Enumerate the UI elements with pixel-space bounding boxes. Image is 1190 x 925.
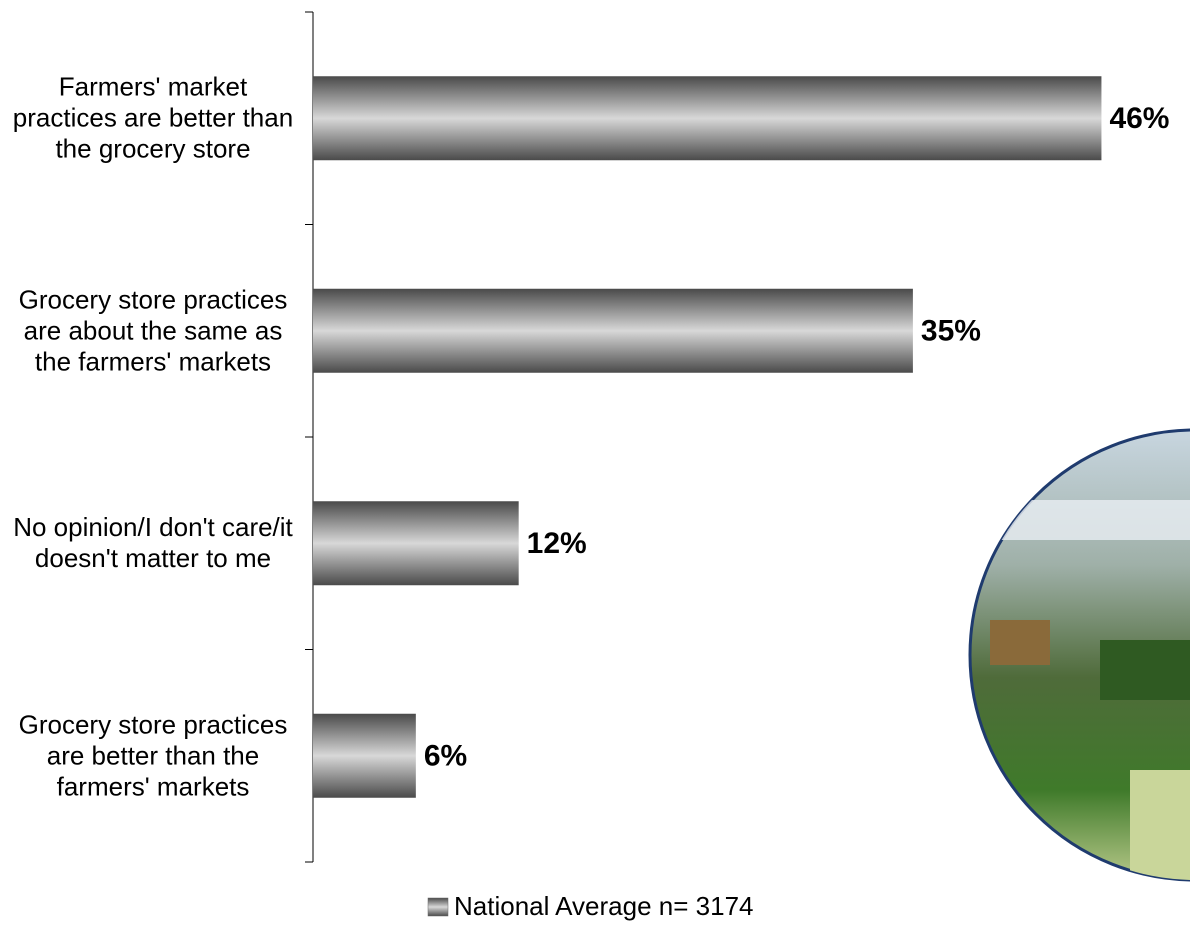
- category-label: Grocery store practices are about the sa…: [18, 284, 288, 377]
- bar: [313, 76, 1102, 161]
- photo: [968, 428, 1190, 882]
- category-label: No opinion/I don't care/it doesn't matte…: [13, 512, 293, 574]
- value-label: 12%: [527, 527, 587, 560]
- category-label: Farmers' market practices are better tha…: [12, 71, 294, 164]
- bar: [313, 501, 519, 586]
- value-label: 46%: [1109, 102, 1169, 135]
- bar: [313, 288, 913, 373]
- legend-label: National Average n= 3174: [454, 891, 753, 921]
- category-label: Grocery store practices are better than …: [18, 709, 288, 802]
- value-label: 6%: [424, 740, 467, 773]
- value-label: 35%: [921, 315, 981, 348]
- bar: [313, 713, 416, 798]
- legend-swatch: [427, 897, 449, 917]
